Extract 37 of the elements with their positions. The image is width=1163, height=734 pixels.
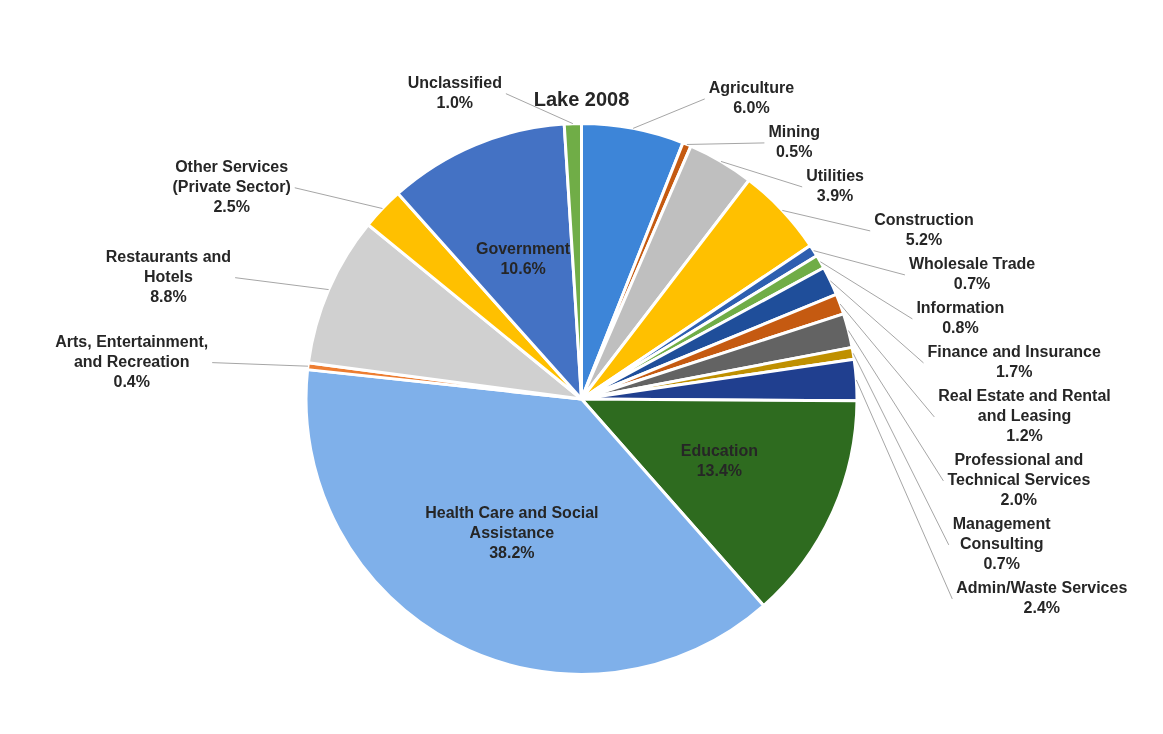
text: Lake 2008 bbox=[533, 87, 630, 110]
data-label: 1.7% bbox=[995, 363, 1033, 381]
data-label: 38.2% bbox=[489, 543, 535, 561]
data-label: 6.0% bbox=[733, 99, 770, 117]
data-label: 2.4% bbox=[1023, 599, 1061, 617]
data-label: 5.2% bbox=[905, 231, 943, 249]
data-label: 0.8% bbox=[942, 319, 979, 337]
slice-label: Agriculture bbox=[708, 79, 795, 97]
data-label: 13.4% bbox=[696, 462, 743, 480]
slice-label: Restaurants and Hotels bbox=[105, 248, 232, 286]
data-label: 1.2% bbox=[1006, 427, 1043, 445]
slice-label: Construction bbox=[874, 211, 974, 229]
data-label: 0.7% bbox=[983, 555, 1020, 573]
slice-label: Mining bbox=[768, 123, 820, 141]
slice-label: Health Care and Social Assistance bbox=[425, 503, 599, 541]
slice-label: Professional and Technical Services bbox=[947, 451, 1091, 489]
slice-label: Wholesale Trade bbox=[908, 255, 1036, 273]
slice-label: Unclassified bbox=[407, 74, 502, 92]
data-label: 0.4% bbox=[113, 373, 150, 391]
data-label: 0.7% bbox=[953, 275, 991, 293]
slice-label: Other Services (Private Sector) bbox=[172, 158, 291, 196]
data-label: 2.5% bbox=[213, 198, 250, 216]
data-label: 1.0% bbox=[436, 94, 474, 112]
data-label: 0.5% bbox=[775, 143, 813, 161]
slice-label: Arts, Entertainment, and Recreation bbox=[55, 333, 209, 371]
data-label: 10.6% bbox=[500, 259, 546, 277]
slice-label: Government bbox=[475, 239, 571, 257]
data-label: 8.8% bbox=[150, 288, 187, 306]
slice-label: Real Estate and Rental and Leasing bbox=[938, 387, 1111, 425]
slice-label: Admin/Waste Services bbox=[956, 579, 1128, 597]
slice-label: Finance and Insurance bbox=[927, 343, 1101, 361]
slice-label: Utilities bbox=[806, 167, 865, 185]
slice-label: Education bbox=[680, 442, 759, 460]
data-label: 2.0% bbox=[1000, 491, 1038, 509]
slice-label: Management Consulting bbox=[952, 515, 1052, 553]
slice-label: Information bbox=[916, 299, 1005, 317]
data-label: 3.9% bbox=[816, 187, 854, 205]
